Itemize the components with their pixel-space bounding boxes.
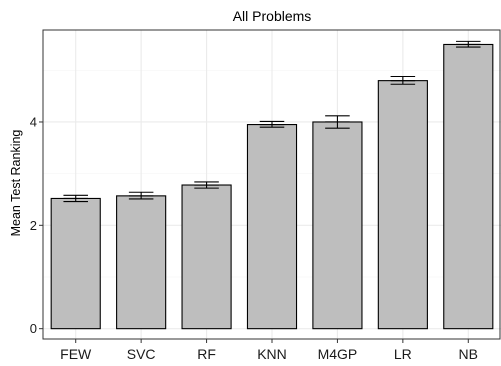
- y-axis-title: Mean Test Ranking: [9, 130, 23, 237]
- x-tick-label-few: FEW: [60, 346, 92, 362]
- bar-svc: [117, 196, 166, 329]
- x-tick-label-rf: RF: [197, 346, 216, 362]
- x-tick-label-m4gp: M4GP: [318, 346, 358, 362]
- bar-knn: [247, 125, 296, 329]
- x-tick-label-lr: LR: [394, 346, 412, 362]
- x-tick-label-nb: NB: [459, 346, 478, 362]
- bar-lr: [378, 81, 427, 329]
- bar-few: [51, 198, 100, 328]
- x-axis: FEW SVC RF KNN M4GP LR NB: [60, 339, 478, 362]
- bar-rf: [182, 185, 231, 329]
- x-tick-label-svc: SVC: [127, 346, 156, 362]
- y-tick-label: 4: [30, 114, 37, 129]
- y-tick-label: 0: [30, 321, 37, 336]
- y-tick-label: 2: [30, 218, 37, 233]
- bar-m4gp: [313, 122, 362, 329]
- chart-title: All Problems: [233, 8, 312, 24]
- y-axis: 0 2 4: [30, 114, 43, 336]
- bar-nb: [444, 44, 493, 328]
- x-tick-label-knn: KNN: [257, 346, 287, 362]
